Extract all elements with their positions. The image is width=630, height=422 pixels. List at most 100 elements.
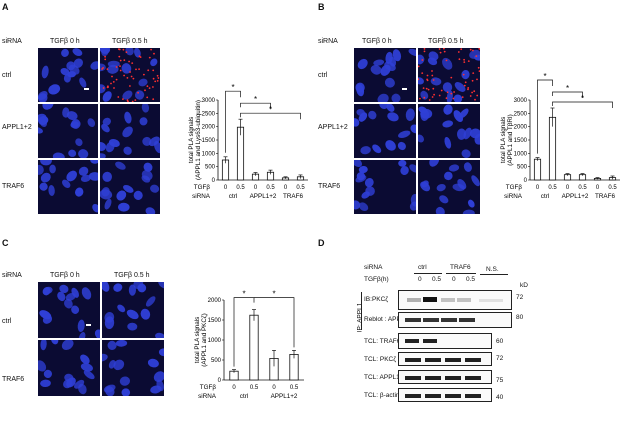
y-tick-label: 2000 (514, 125, 528, 131)
nucleus (418, 54, 425, 65)
nucleus (102, 282, 110, 292)
nucleus (51, 340, 59, 345)
bar-chart-b: 0 500 1000 1500 2000 2500 3000 total PLA signal… (500, 72, 620, 200)
pla-dot (467, 60, 470, 62)
pla-dot (471, 91, 473, 94)
nucleus (354, 160, 362, 167)
nucleus (452, 183, 465, 192)
group-label-traf6: TRAF6 (450, 264, 471, 271)
col-header-b-05h: TGFβ 0.5 h (428, 38, 464, 45)
y-tick-label: 500 (211, 358, 222, 364)
pla-dot (127, 100, 129, 102)
nucleus (463, 127, 472, 140)
nucleus (39, 182, 48, 191)
nucleus (145, 296, 156, 307)
siRNA-header-c: siRNA (2, 272, 22, 279)
group-label: ctrl (229, 193, 237, 200)
siRNA-row-label: siRNA (504, 193, 523, 200)
nucleus (66, 111, 78, 121)
nucleus (354, 118, 360, 127)
nucleus (100, 142, 107, 151)
pla-dot (119, 65, 121, 67)
nucleus (100, 153, 106, 158)
pla-dot (131, 100, 134, 102)
y-axis-label-line1: total PLA signals (188, 117, 195, 164)
micrograph-nuclei (354, 160, 416, 214)
pla-dot (128, 60, 130, 63)
nucleus (391, 93, 401, 102)
pla-dot (438, 94, 441, 97)
pla-dot (463, 84, 466, 87)
nucleus (448, 164, 460, 172)
pla-dot (156, 74, 159, 77)
pla-dot (418, 78, 420, 81)
pla-dot (144, 89, 146, 92)
significance-bracket (552, 101, 613, 108)
nucleus (61, 340, 74, 351)
pla-dot (463, 61, 466, 63)
nucleus (75, 138, 83, 147)
nucleus (121, 388, 131, 396)
pla-dot (157, 77, 160, 79)
group-label: ctrl (541, 193, 549, 200)
nucleus (73, 58, 83, 68)
nucleus (372, 144, 382, 154)
y-axis-label: total PLA signals(APPL1 and Lys63-ubiqui… (188, 100, 202, 180)
pla-dot (461, 96, 464, 98)
nucleus (68, 149, 77, 157)
micrograph-nuclei (38, 340, 100, 396)
underline-ns (480, 274, 508, 275)
nucleus (83, 370, 95, 380)
y-tick-label: 2500 (202, 111, 216, 117)
group-label-ns: N.S. (486, 266, 499, 273)
pla-dot (431, 74, 434, 77)
nucleus (420, 90, 429, 100)
nucleus (64, 298, 73, 309)
pla-dot (143, 73, 145, 76)
nucleus (379, 104, 389, 110)
group-label: APPL1+2 (271, 393, 298, 400)
pla-dot (464, 81, 467, 84)
nucleus (156, 379, 164, 392)
pla-dot (119, 59, 122, 62)
nucleus (397, 141, 406, 151)
y-tick-label: 2500 (514, 111, 528, 117)
col-header-a-05h: TGFβ 0.5 h (112, 38, 148, 45)
pla-dot (137, 91, 139, 94)
kd-label: kD (520, 282, 528, 289)
nucleus (66, 170, 77, 182)
pla-dot (438, 48, 441, 50)
scale-bar (402, 88, 407, 90)
y-tick-label: 0 (218, 378, 222, 384)
nucleus (104, 316, 115, 329)
nucleus (370, 64, 382, 75)
pla-dot (107, 85, 109, 88)
pla-dot (475, 55, 478, 57)
nucleus (453, 94, 463, 102)
pla-dot (138, 68, 140, 70)
nucleus (471, 175, 480, 187)
tgfb-tick-label: 0 (536, 185, 540, 191)
pla-dot (129, 85, 131, 87)
nucleus (40, 160, 52, 166)
nucleus (104, 198, 112, 210)
nucleus (39, 310, 52, 320)
tgfb-tick-label: 0.5 (296, 185, 305, 191)
nucleus (100, 84, 106, 94)
row-label-b-traf6: TRAF6 (318, 183, 341, 190)
micrograph-nuclei (100, 160, 160, 214)
nucleus (364, 177, 374, 188)
pla-dot (153, 52, 155, 55)
micrograph-nuclei (100, 48, 160, 102)
nucleus (153, 371, 164, 382)
nucleus (439, 195, 449, 204)
pla-dot (146, 96, 149, 99)
nucleus (41, 65, 49, 79)
y-tick-label: 3000 (202, 98, 216, 104)
nucleus (78, 166, 89, 176)
pla-dot (445, 97, 448, 99)
y-tick-label: 2000 (202, 125, 216, 131)
y-axis-label-line1: total PLA signals (194, 317, 201, 364)
pla-dot (471, 79, 474, 82)
nucleus (102, 117, 111, 126)
